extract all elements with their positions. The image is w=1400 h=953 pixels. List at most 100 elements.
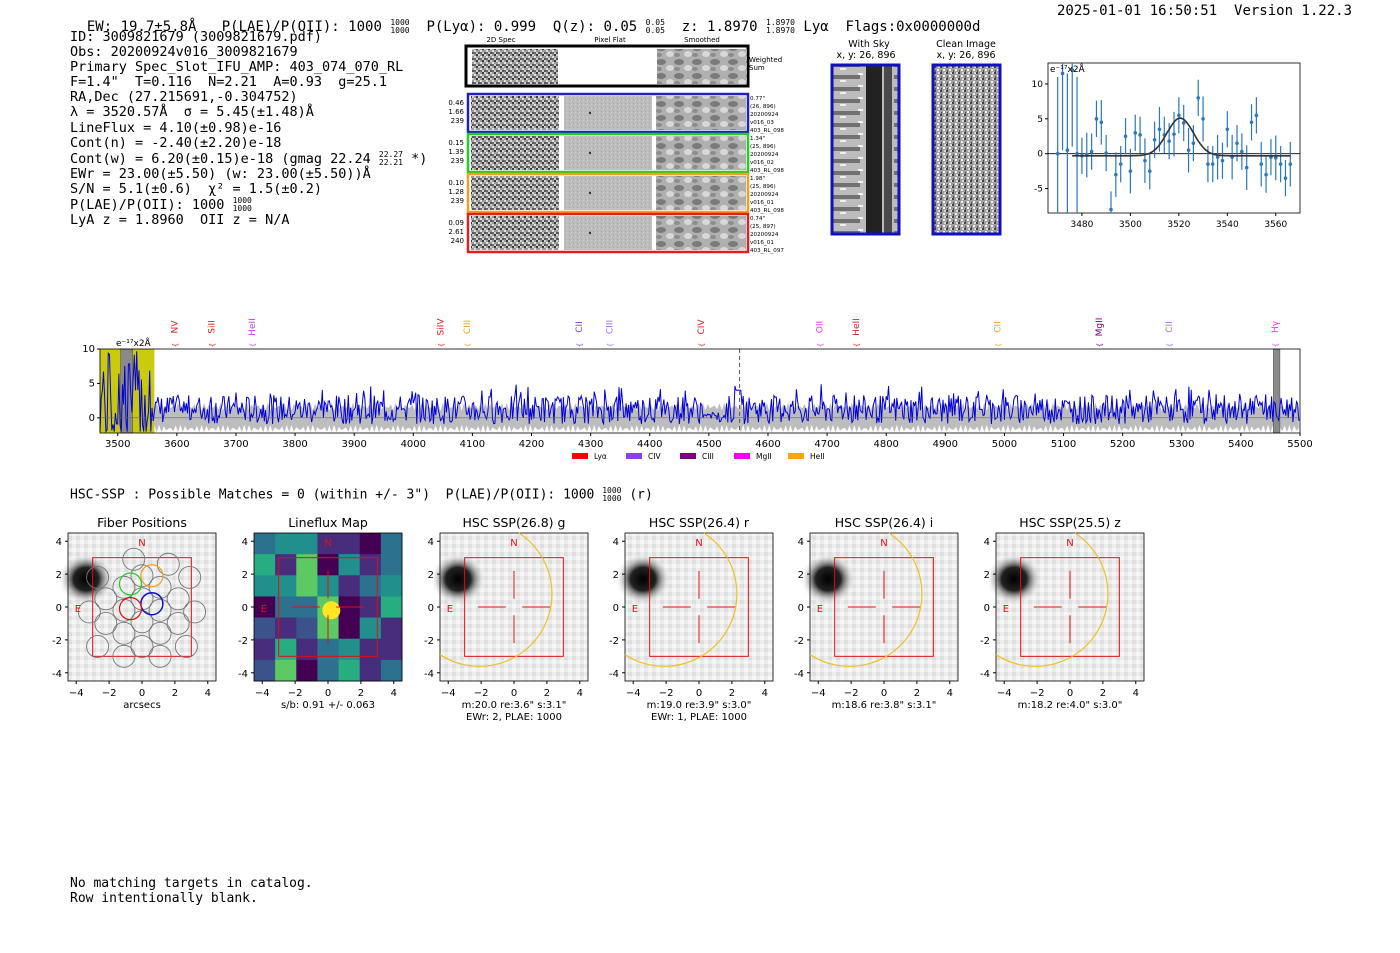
lineflux-cell [359, 533, 382, 555]
compass-north-label: N [1066, 538, 1073, 549]
fit-data-point [1055, 151, 1060, 156]
lineflux-cell [275, 533, 297, 555]
spectrum-xtick-label: 4700 [814, 439, 839, 450]
fit-data-point [1143, 158, 1147, 163]
fit-data-point [1249, 120, 1254, 125]
fit-data-point [1240, 149, 1244, 154]
spectrum-line-label: CII [575, 321, 585, 333]
lineflux-cell [338, 575, 361, 597]
lineflux-cell [254, 659, 276, 682]
spectrum-xtick-label: 5000 [992, 439, 1017, 450]
aperture-box [1020, 557, 1120, 657]
catalog-line-1: No matching targets in catalog. [70, 876, 313, 891]
lineflux-cell [296, 533, 318, 555]
compass-east-label: E [447, 604, 453, 615]
fit-data-point [1244, 165, 1249, 170]
with-sky-coords: x, y: 26, 896 [836, 50, 895, 61]
info-obs: Obs: 20200924v016_3009821679 [70, 44, 298, 61]
fiber-circle [112, 575, 136, 599]
fit-data-point [1220, 158, 1225, 163]
info-contw-hi: 22.27 [378, 149, 403, 159]
info-contw-text: Cont(w) = 6.20(±0.15)e-18 (gmag 22.24 [70, 150, 371, 167]
panel-xtick-label: −2 [288, 688, 303, 699]
panel-title: Fiber Positions [97, 515, 187, 530]
spectrum-axes-frame [99, 348, 1301, 434]
fiber-circle [166, 611, 190, 635]
fit-data-point [1157, 127, 1162, 132]
fit-data-point [1196, 96, 1201, 100]
panel-xtick-label: 4 [947, 688, 953, 699]
cutout-smoothed [656, 176, 746, 210]
cutout-row-right-label: 403_RL_098 [750, 208, 784, 214]
panel-caption: EWr: 1, PLAE: 1000 [651, 712, 747, 723]
lineflux-cell [359, 617, 382, 640]
cutout-row-left-label: 240 [451, 237, 464, 245]
panel-ytick-label: 0 [242, 603, 248, 614]
fit-data-point [1133, 130, 1138, 135]
cutout-row-right-label: 403_RL_098 [750, 128, 784, 134]
fiber-circle [166, 587, 190, 611]
hsc-summary: HSC-SSP : Possible Matches = 0 (within +… [70, 487, 653, 503]
info-lambda: λ = 3520.57Å σ = 5.45(±1.48)Å [70, 104, 314, 121]
cutout-flat-marker [588, 151, 592, 155]
lineflux-cell [254, 575, 276, 597]
fiber-circle [156, 552, 180, 576]
panel-title: HSC SSP(26.8) g [463, 515, 566, 530]
panel-ytick-label: 2 [613, 570, 619, 581]
fit-data-point [1225, 127, 1230, 132]
lineflux-cell [338, 617, 361, 640]
spectrum-xtick-label: 4600 [755, 439, 780, 450]
hsc-summary-lo: 1000 [602, 494, 622, 503]
panel-xtick-label: 4 [762, 688, 768, 699]
fiber-highlight [140, 564, 164, 588]
panel-ytick-label: 4 [613, 537, 619, 548]
lineflux-cell [296, 575, 318, 597]
spectrum-legend-label: Lyα [594, 452, 607, 461]
info-plae-hi: 1000 [232, 196, 252, 206]
fit-data-point [1288, 162, 1293, 166]
lineflux-cell [317, 638, 340, 661]
fit-data-point [1104, 151, 1108, 155]
hsc-summary-text: HSC-SSP : Possible Matches = 0 (within +… [70, 487, 595, 503]
cutout-2dspec [471, 216, 559, 250]
lineflux-cell [380, 659, 403, 682]
spectrum-line-label: Hγ [1271, 320, 1281, 333]
cutout-row-left-label: 0.46 [448, 99, 464, 107]
lineflux-cell [254, 533, 276, 555]
search-radius-arc [439, 532, 553, 667]
panel-ytick-label: -4 [609, 669, 619, 680]
fiber-circle [130, 635, 154, 658]
lineflux-cell [317, 659, 340, 682]
cutout-row-left-label: 0.15 [448, 139, 464, 147]
cutout-2dspec [471, 136, 559, 170]
lineflux-cell [359, 659, 382, 682]
imaging-panels: Fiber Positions N E 4 2 0 -2 -4 −4 −2 0 2 4 arcsecs Li… [52, 515, 1145, 723]
info-plae-text: P(LAE)/P(OII): 1000 [70, 197, 225, 214]
fit-xtick-label: 3500 [1119, 220, 1142, 230]
panel-xtick-label: 0 [696, 688, 702, 699]
header-z: z: 1.8970 [681, 19, 758, 35]
spectrum-line-bracket: { [1166, 343, 1174, 347]
spectrum-xtick-label: 3500 [105, 439, 130, 450]
panel-xtick-label: 2 [914, 688, 920, 699]
lineflux-cell [254, 554, 276, 576]
info-params: F=1.4" T=0.116 N=2.21 A=0.93 g=25.1 [70, 74, 387, 91]
fiber-circle [178, 565, 202, 589]
fit-xtick-label: 3480 [1070, 220, 1093, 230]
spectrum-line-bracket: { [1096, 343, 1104, 347]
compass-east-label: E [1003, 604, 1009, 615]
header-q-lo: 0.05 [645, 26, 665, 35]
lineflux-cell [275, 554, 297, 576]
cutout-row-frame [466, 212, 750, 254]
spectrum-line-bracket: { [249, 343, 257, 347]
cutout-smoothed [656, 136, 746, 170]
cutout-smoothed [656, 216, 746, 250]
fit-gaussian-model [1072, 117, 1291, 157]
panel-xtick-label: 4 [577, 688, 583, 699]
fit-data-point [1118, 162, 1123, 166]
lineflux-cell [296, 659, 318, 682]
clean-image-coords: x, y: 26, 896 [936, 50, 995, 61]
cutout-smoothed [656, 96, 746, 130]
cutout-flat-marker [588, 111, 592, 115]
